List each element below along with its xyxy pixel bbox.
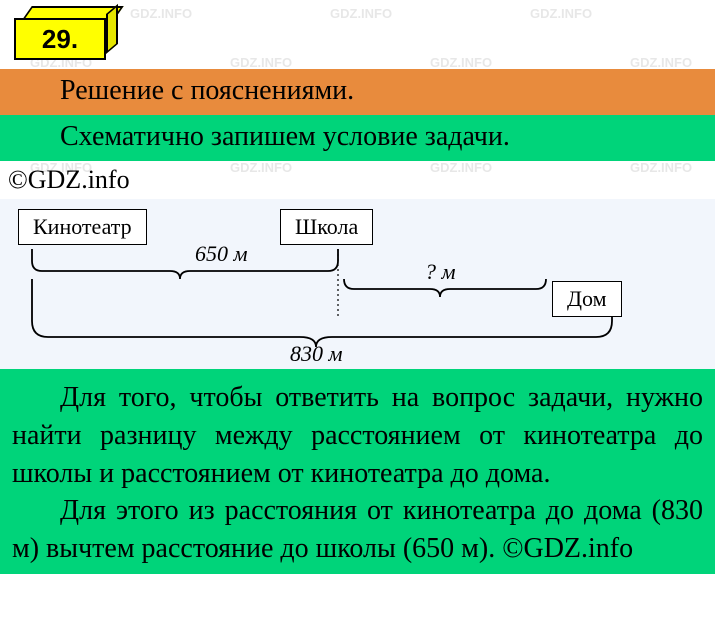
- content-root: 29. Решение с пояснениями. Схематично за…: [0, 0, 715, 574]
- problem-number: 29.: [14, 18, 106, 60]
- paragraph-2: Для этого из расстояния от кинотеат­ра д…: [12, 492, 703, 568]
- badge-row: 29.: [0, 0, 715, 69]
- solution-heading-band: Решение с пояснениями.: [0, 69, 715, 115]
- diagram-svg: [0, 199, 715, 369]
- problem-number-badge: 29.: [14, 6, 114, 64]
- diagram-area: Кинотеатр Школа Дом 650 м ? м 830 м: [0, 199, 715, 369]
- solution-heading: Решение с пояснениями.: [0, 75, 715, 107]
- paragraph-1: Для того, чтобы ответить на вопрос задач…: [12, 379, 703, 492]
- copyright-text: ©GDZ.info: [0, 161, 715, 199]
- schematic-heading: Схематично запишем условие задачи.: [0, 121, 715, 153]
- schematic-heading-band: Схематично запишем условие задачи.: [0, 115, 715, 161]
- explanation-block: Для того, чтобы ответить на вопрос задач…: [0, 369, 715, 574]
